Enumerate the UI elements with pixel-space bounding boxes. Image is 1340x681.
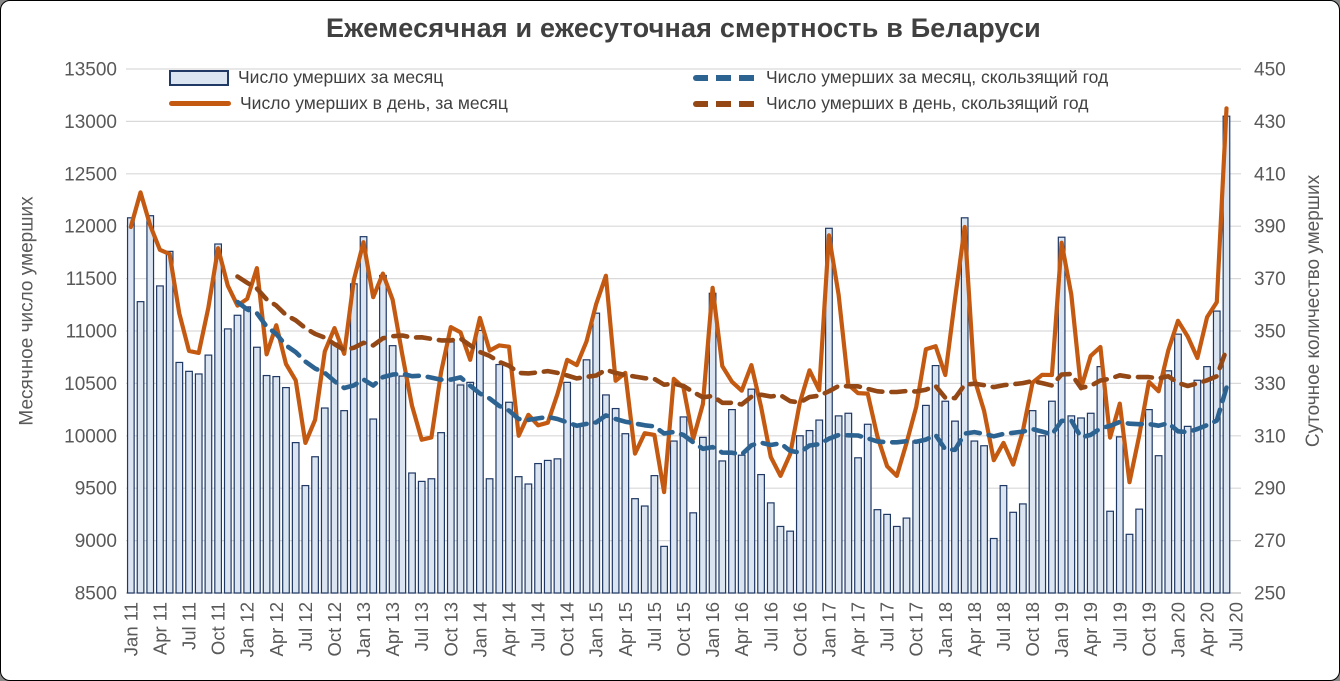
svg-text:Jul 14: Jul 14 xyxy=(528,602,549,651)
legend-item-rolling-daily: Число умерших в день, скользящий год xyxy=(693,93,1088,114)
svg-text:Jan 15: Jan 15 xyxy=(586,602,607,658)
svg-text:Jul 18: Jul 18 xyxy=(993,602,1014,651)
legend-item-daily-deaths: Число умерших в день, за месяц xyxy=(169,93,508,114)
svg-text:Oct 13: Oct 13 xyxy=(440,602,461,657)
bar-swatch-icon xyxy=(169,69,229,86)
svg-text:Oct 18: Oct 18 xyxy=(1022,602,1043,657)
svg-text:330: 330 xyxy=(1254,374,1286,395)
legend-item-monthly-deaths: Число умерших за месяц xyxy=(169,67,443,88)
svg-text:Apr 19: Apr 19 xyxy=(1080,602,1101,657)
chart-title: Ежемесячная и ежесуточная смертность в Б… xyxy=(326,13,1041,43)
svg-text:Apr 11: Apr 11 xyxy=(149,602,170,655)
svg-text:Jul 15: Jul 15 xyxy=(644,602,665,651)
svg-text:Apr 18: Apr 18 xyxy=(964,602,985,657)
svg-text:Apr 20: Apr 20 xyxy=(1197,602,1218,657)
svg-text:10500: 10500 xyxy=(64,374,117,395)
svg-text:Apr 14: Apr 14 xyxy=(498,602,519,657)
svg-text:Jan 16: Jan 16 xyxy=(702,602,723,658)
legend-label: Число умерших за месяц xyxy=(238,67,444,87)
svg-text:Apr 12: Apr 12 xyxy=(266,602,287,657)
svg-text:Jan 20: Jan 20 xyxy=(1167,602,1188,658)
svg-text:9000: 9000 xyxy=(75,531,117,552)
svg-text:Apr 13: Apr 13 xyxy=(382,602,403,657)
svg-text:11000: 11000 xyxy=(66,322,117,343)
svg-text:8500: 8500 xyxy=(75,584,117,605)
svg-text:13500: 13500 xyxy=(64,60,117,81)
svg-text:290: 290 xyxy=(1254,479,1286,500)
svg-text:350: 350 xyxy=(1254,322,1286,343)
svg-text:250: 250 xyxy=(1254,584,1286,605)
svg-text:370: 370 xyxy=(1254,269,1286,290)
svg-text:Jul 12: Jul 12 xyxy=(295,602,316,651)
blue-dashed-swatch-icon xyxy=(693,74,757,81)
svg-text:Jul 17: Jul 17 xyxy=(877,602,898,651)
svg-text:430: 430 xyxy=(1254,112,1286,133)
svg-text:Oct 16: Oct 16 xyxy=(789,602,810,657)
svg-text:Jan 11: Jan 11 xyxy=(120,602,141,656)
svg-text:270: 270 xyxy=(1254,531,1286,552)
legend-label: Число умерших за месяц, скользящий год xyxy=(766,67,1109,87)
legend-item-rolling-monthly: Число умерших за месяц, скользящий год xyxy=(693,67,1108,88)
svg-text:Apr 16: Apr 16 xyxy=(731,602,752,657)
legend-label: Число умерших в день, за месяц xyxy=(240,93,508,113)
svg-text:390: 390 xyxy=(1254,217,1286,238)
svg-text:Oct 14: Oct 14 xyxy=(557,602,578,657)
svg-text:Apr 15: Apr 15 xyxy=(615,602,636,657)
svg-text:Jan 19: Jan 19 xyxy=(1051,602,1072,658)
svg-text:Jan 17: Jan 17 xyxy=(818,602,839,658)
legend-label: Число умерших в день, скользящий год xyxy=(766,93,1089,113)
svg-text:Oct 11: Oct 11 xyxy=(208,602,229,655)
svg-text:Oct 17: Oct 17 xyxy=(906,602,927,657)
svg-text:Jul 16: Jul 16 xyxy=(760,602,781,651)
svg-text:Jan 18: Jan 18 xyxy=(935,602,956,658)
svg-text:Apr 17: Apr 17 xyxy=(848,602,869,657)
svg-text:Jul 13: Jul 13 xyxy=(411,602,432,651)
orange-line-swatch-icon xyxy=(169,101,231,106)
svg-text:310: 310 xyxy=(1254,426,1286,447)
svg-text:Jul 20: Jul 20 xyxy=(1226,602,1247,651)
svg-text:Oct 12: Oct 12 xyxy=(324,602,345,657)
brown-dashed-swatch-icon xyxy=(693,100,757,107)
svg-text:Jan 14: Jan 14 xyxy=(469,602,490,658)
svg-text:13000: 13000 xyxy=(64,112,117,133)
svg-text:9500: 9500 xyxy=(75,479,117,500)
svg-text:Jan 12: Jan 12 xyxy=(237,602,258,658)
svg-text:11500: 11500 xyxy=(66,269,117,290)
svg-text:450: 450 xyxy=(1254,60,1286,81)
svg-text:Jan 13: Jan 13 xyxy=(353,602,374,658)
svg-text:410: 410 xyxy=(1254,164,1286,185)
svg-text:10000: 10000 xyxy=(64,426,117,447)
svg-text:Oct 19: Oct 19 xyxy=(1138,602,1159,657)
svg-text:Oct 15: Oct 15 xyxy=(673,602,694,657)
svg-text:12500: 12500 xyxy=(64,164,117,185)
svg-text:Jul 19: Jul 19 xyxy=(1109,602,1130,651)
svg-text:Jul 11: Jul 11 xyxy=(179,602,200,650)
svg-text:12000: 12000 xyxy=(64,217,117,238)
